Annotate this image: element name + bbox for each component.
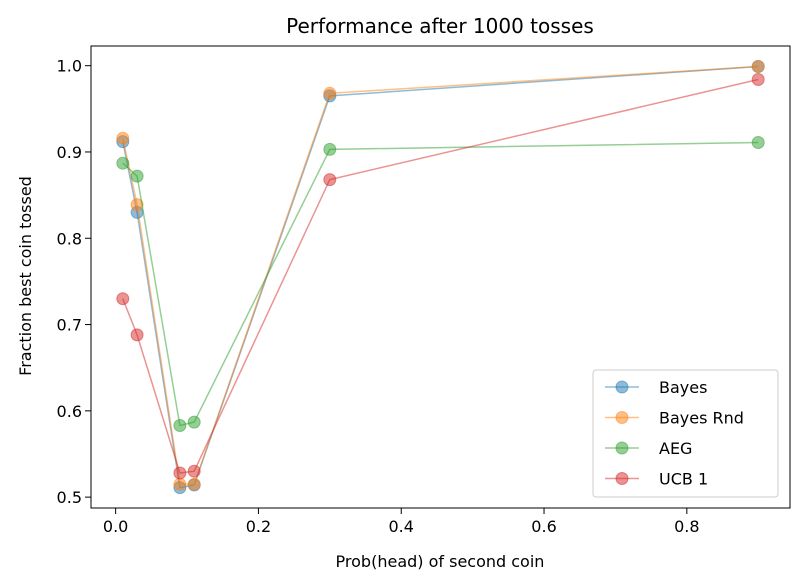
legend-marker-1 [615, 411, 629, 424]
y-tick-label-2: 0.7 [57, 316, 82, 335]
data-point-2-0 [116, 156, 130, 170]
y-tick-label-0: 0.5 [57, 488, 82, 507]
data-point-3-3 [187, 464, 201, 478]
data-point-1-4 [323, 86, 337, 100]
x-tick-label-0: 0.0 [103, 517, 128, 536]
data-point-3-0 [116, 292, 130, 306]
legend-label-1: Bayes Rnd [659, 409, 744, 428]
data-point-3-1 [130, 328, 144, 342]
legend-label-0: Bayes [659, 378, 707, 397]
plot-frame [90, 45, 791, 509]
y-tick-label-5: 1.0 [57, 57, 82, 76]
axes-layer: 0.0 0.2 0.4 0.6 0.8 0.5 0.6 0.7 0.8 0.9 1.0 [57, 45, 791, 536]
data-point-3-5 [751, 73, 765, 86]
series-line-1 [122, 65, 759, 485]
legend-marker-0 [615, 380, 629, 394]
data-point-2-4 [323, 142, 337, 156]
y-tick-label-4: 0.9 [57, 143, 82, 162]
legend-marker-2 [615, 441, 629, 455]
legend-label-3: UCB 1 [659, 470, 708, 489]
chart-title: Performance after 1000 tosses [286, 14, 594, 38]
x-tick-label-2: 0.4 [389, 517, 414, 536]
series-layer [116, 60, 765, 495]
x-axis-label: Prob(head) of second coin [336, 552, 545, 571]
x-tick-label-1: 0.2 [246, 517, 271, 536]
data-point-1-3 [187, 477, 201, 491]
y-tick-label-1: 0.6 [57, 402, 82, 421]
data-point-1-1 [130, 198, 144, 212]
legend-marker-3 [615, 472, 629, 485]
y-tick-label-3: 0.8 [57, 229, 82, 248]
legend-label-2: AEG [659, 439, 692, 458]
data-point-3-2 [173, 466, 187, 480]
legend-box [592, 369, 779, 498]
data-point-1-5 [751, 60, 765, 73]
data-point-2-3 [187, 415, 201, 429]
data-point-1-2 [173, 477, 187, 491]
x-tick-label-3: 0.6 [531, 517, 556, 536]
data-point-2-2 [173, 419, 187, 432]
legend: Bayes Bayes Rnd AEG UCB 1 [592, 369, 779, 498]
data-point-2-5 [751, 136, 765, 149]
data-point-1-0 [116, 131, 130, 145]
x-tick-label-4: 0.8 [674, 517, 699, 536]
data-point-2-1 [130, 169, 144, 183]
y-axis-label: Fraction best coin tossed [16, 176, 35, 376]
data-point-3-4 [323, 173, 337, 187]
